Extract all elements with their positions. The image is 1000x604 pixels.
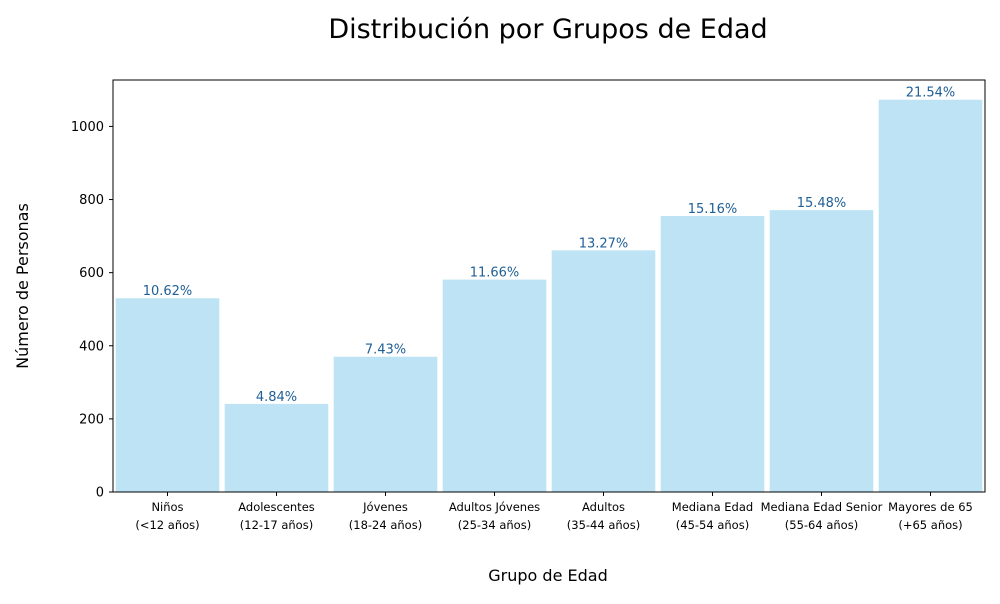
chart-title: Distribución por Grupos de Edad: [328, 14, 767, 45]
y-axis-label: Número de Personas: [13, 203, 32, 369]
x-tick-label: Niños: [151, 500, 183, 514]
bar: [769, 210, 874, 492]
x-tick-label: (55-64 años): [785, 518, 858, 532]
x-tick-label: (35-44 años): [567, 518, 640, 532]
y-tick-label: 0: [96, 486, 104, 501]
x-tick-label: (+65 años): [898, 518, 962, 532]
bar: [115, 298, 220, 492]
bars-group: [115, 99, 983, 492]
bar: [878, 99, 983, 492]
y-tick-label: 800: [79, 193, 104, 208]
bar-value-label: 13.27%: [579, 236, 629, 251]
x-tick-label: Adolescentes: [238, 500, 315, 514]
bar-value-label: 11.66%: [470, 266, 520, 281]
x-tick-label: (<12 años): [135, 518, 199, 532]
x-tick-label: Mayores de 65: [888, 500, 973, 514]
x-tick-label: (45-54 años): [676, 518, 749, 532]
x-tick-label: (18-24 años): [349, 518, 422, 532]
y-tick-label: 1000: [71, 120, 104, 135]
bar-value-label: 21.54%: [906, 86, 956, 101]
x-tick-label: Mediana Edad Senior: [761, 500, 883, 514]
y-tick-label: 200: [79, 412, 104, 427]
x-tick-label: Jóvenes: [362, 500, 408, 514]
x-tick-label: Adultos Jóvenes: [449, 500, 540, 514]
bar-value-label: 10.62%: [143, 284, 193, 299]
bar-labels-group: 10.62% 4.84% 7.43% 11.66% 13.27% 15.16% 15.48%…: [143, 86, 956, 405]
bar: [333, 356, 438, 492]
x-tick-label: (12-17 años): [240, 518, 313, 532]
y-tick-label: 400: [79, 339, 104, 354]
x-tick-label: Mediana Edad: [672, 500, 753, 514]
bar-value-label: 15.48%: [797, 196, 847, 211]
x-ticks-group: Niños (<12 años) Adolescentes (12-17 años) J…: [135, 492, 973, 532]
bar-value-label: 4.84%: [256, 390, 297, 405]
y-ticks-group: 0 200 400 600 800 1000: [71, 120, 113, 501]
bar-value-label: 15.16%: [688, 202, 738, 217]
x-tick-label: (25-34 años): [458, 518, 531, 532]
x-axis-label: Grupo de Edad: [488, 566, 607, 585]
bar: [224, 403, 329, 492]
y-tick-label: 600: [79, 266, 104, 281]
x-tick-label: Adultos: [582, 500, 625, 514]
bar: [442, 279, 547, 492]
bar: [660, 215, 765, 492]
bar: [551, 250, 656, 492]
plot-frame: [112, 79, 986, 493]
bar-value-label: 7.43%: [365, 343, 406, 358]
